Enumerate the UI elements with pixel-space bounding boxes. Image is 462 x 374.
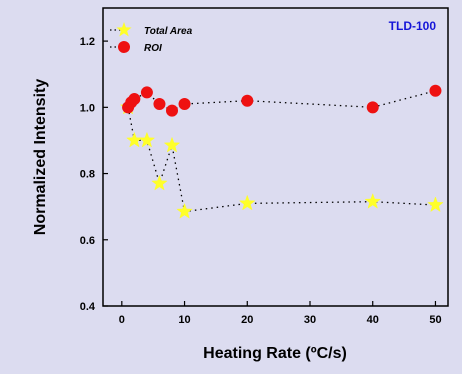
- roi-point: [178, 98, 191, 111]
- y-tick-label: 1.0: [80, 102, 95, 114]
- chart-annotation: TLD-100: [389, 19, 437, 33]
- x-tick-label: 50: [429, 314, 441, 326]
- y-tick-label: 0.4: [80, 301, 96, 313]
- y-axis-title: Normalized Intensity: [32, 79, 49, 236]
- x-tick-label: 0: [119, 314, 125, 326]
- total-area-point: [364, 192, 382, 209]
- total-area-point: [427, 196, 444, 213]
- y-tick-label: 0.6: [80, 235, 95, 247]
- x-tick-label: 10: [178, 314, 190, 326]
- total-area-point: [176, 202, 193, 219]
- roi-point: [166, 104, 178, 117]
- x-tick-label: 40: [367, 314, 379, 326]
- roi-point: [140, 86, 153, 99]
- roi-point: [128, 93, 141, 106]
- total-area-point: [163, 136, 181, 153]
- legend-roi-label: ROI: [144, 43, 162, 54]
- roi-point: [153, 98, 166, 111]
- x-tick-label: 20: [241, 314, 253, 326]
- legend-circle-icon: [118, 41, 130, 53]
- legend-star-icon: [116, 22, 132, 37]
- total-area-point: [238, 194, 256, 211]
- roi-point: [429, 84, 442, 97]
- total-area-point: [151, 174, 168, 191]
- roi-point: [241, 94, 254, 107]
- plot-area: [102, 7, 449, 307]
- legend: Total Area ROI: [110, 22, 193, 54]
- x-tick-label: 30: [304, 314, 316, 326]
- roi-point: [366, 101, 379, 114]
- y-tick-label: 1.2: [80, 36, 95, 48]
- total-area-point: [138, 131, 156, 148]
- y-tick-label: 0.8: [80, 169, 95, 181]
- x-axis-title: Heating Rate (ºC/s): [203, 345, 347, 362]
- legend-total-area-label: Total Area: [144, 26, 193, 37]
